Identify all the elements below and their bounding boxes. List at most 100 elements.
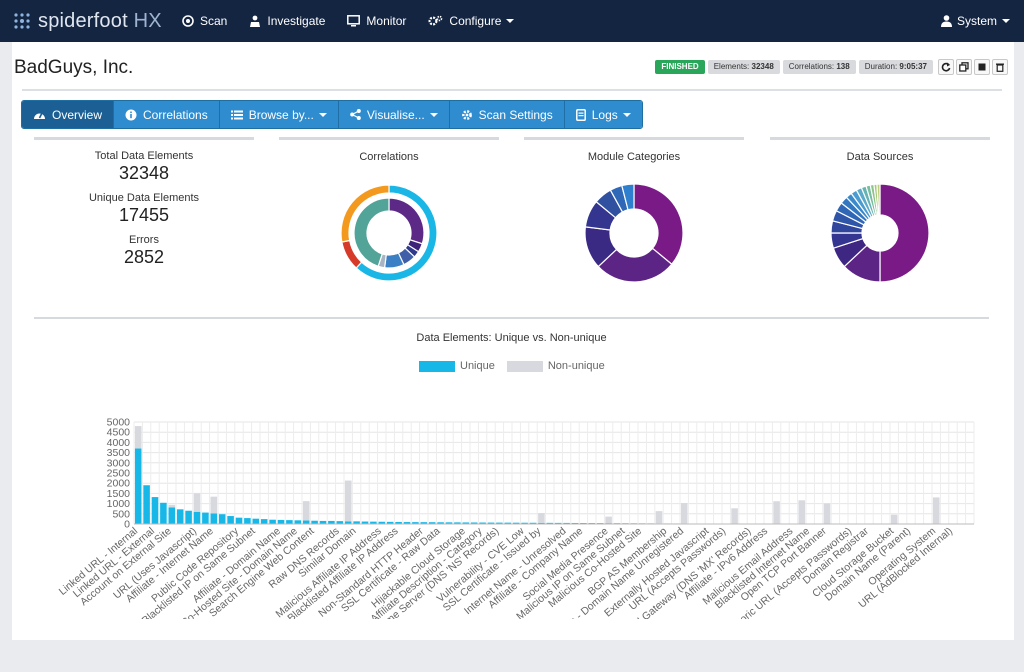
bar-unique[interactable] [504, 522, 512, 524]
delete-scan-button[interactable] [992, 59, 1008, 75]
bar-unique[interactable] [302, 520, 310, 524]
bar-unique[interactable] [202, 512, 209, 524]
nav-monitor[interactable]: Monitor [347, 14, 406, 28]
clone-scan-button[interactable] [956, 59, 972, 75]
user-menu[interactable]: System [940, 0, 1010, 42]
correlations-outer-segment[interactable] [340, 184, 390, 243]
bar-nonunique[interactable] [932, 497, 940, 524]
bar-unique[interactable] [151, 497, 159, 524]
bar-unique[interactable] [378, 521, 386, 524]
legend-nonunique-swatch[interactable] [506, 360, 543, 372]
bar-unique[interactable] [563, 522, 570, 524]
bar-unique[interactable] [160, 502, 167, 524]
bar-nonunique[interactable] [798, 500, 806, 524]
bar-unique[interactable] [218, 514, 226, 524]
stop-scan-button[interactable] [974, 59, 990, 75]
bar-unique[interactable] [370, 521, 377, 524]
bar-unique[interactable] [420, 522, 428, 524]
bar-unique[interactable] [336, 521, 344, 524]
bar-unique[interactable] [227, 516, 234, 524]
legend-unique-swatch[interactable] [419, 360, 455, 372]
bar-unique[interactable] [277, 519, 285, 524]
bar-nonunique[interactable] [344, 480, 352, 522]
tab-scan-settings[interactable]: Scan Settings [449, 101, 565, 128]
bar-unique[interactable] [412, 522, 419, 524]
bar-unique[interactable] [269, 519, 276, 524]
refresh-button[interactable] [938, 59, 954, 75]
bar-unique[interactable] [244, 518, 251, 524]
bar-nonunique[interactable] [680, 503, 688, 524]
bar-unique[interactable] [319, 520, 327, 524]
tab-correlations[interactable]: Correlations [114, 101, 220, 128]
bar-unique[interactable] [235, 517, 243, 524]
tab-visualise[interactable]: Visualise... [338, 101, 450, 128]
bar-unique[interactable] [328, 520, 335, 524]
correlations-donut-chart[interactable] [279, 163, 499, 288]
bar-unique[interactable] [428, 522, 436, 524]
bar-unique[interactable] [210, 513, 218, 524]
module-category-segment[interactable] [621, 183, 635, 211]
bar-unique[interactable] [454, 522, 461, 524]
bar-unique[interactable] [462, 522, 470, 524]
bar-unique[interactable] [487, 522, 495, 524]
bar-unique[interactable] [395, 521, 402, 524]
module-category-segment[interactable] [633, 183, 684, 266]
bar-unique[interactable] [286, 520, 293, 524]
nav-investigate[interactable]: Investigate [249, 14, 325, 28]
bar-unique[interactable] [134, 448, 142, 524]
bar-unique[interactable] [143, 485, 150, 524]
bar-unique[interactable] [479, 522, 486, 524]
y-tick-label: 2000 [107, 478, 131, 490]
nav-configure[interactable]: Configure [428, 14, 515, 28]
bar-unique[interactable] [470, 522, 478, 524]
bar-nonunique[interactable] [773, 501, 780, 524]
bar-unique[interactable] [521, 522, 528, 524]
data-source-segment[interactable] [876, 183, 881, 216]
bar-unique[interactable] [344, 521, 352, 524]
bar-unique[interactable] [538, 522, 545, 524]
bar-unique[interactable] [353, 521, 360, 524]
module-category-segment[interactable] [597, 247, 673, 283]
bar-nonunique[interactable] [134, 426, 142, 449]
bar-unique[interactable] [168, 507, 176, 524]
data-source-segment[interactable] [879, 183, 930, 283]
module-categories-donut-chart[interactable] [524, 163, 744, 288]
bar-unique[interactable] [512, 522, 520, 524]
bar-nonunique[interactable] [655, 511, 663, 524]
bar-unique[interactable] [437, 522, 444, 524]
bar-nonunique[interactable] [168, 504, 176, 508]
bar-nonunique[interactable] [210, 496, 218, 514]
bar-unique[interactable] [529, 522, 537, 524]
correlations-inner-segment[interactable] [353, 197, 390, 268]
scan-icon [182, 15, 194, 27]
tab-browse[interactable]: Browse by... [219, 101, 339, 128]
bar-nonunique[interactable] [823, 503, 831, 524]
bar-nonunique[interactable] [193, 493, 201, 512]
bar-unique[interactable] [571, 522, 579, 524]
bar-unique[interactable] [311, 520, 318, 524]
tab-overview[interactable]: Overview [22, 101, 115, 128]
bar-nonunique[interactable] [605, 516, 612, 524]
bar-nonunique[interactable] [731, 508, 738, 524]
scan-status-row: FINISHED Elements: 32348 Correlations: 1… [655, 59, 1008, 75]
bar-unique[interactable] [185, 510, 192, 524]
bar-nonunique[interactable] [538, 513, 545, 523]
bar-unique[interactable] [193, 511, 201, 524]
data-sources-donut-chart[interactable] [770, 163, 990, 288]
bar-unique[interactable] [403, 522, 411, 524]
bar-unique[interactable] [252, 518, 260, 524]
bar-unique[interactable] [361, 521, 369, 524]
brand-logo-link[interactable]: spiderfoot HX [12, 10, 182, 33]
bar-unique[interactable] [546, 522, 554, 524]
bar-unique[interactable] [176, 509, 184, 524]
bar-nonunique[interactable] [302, 501, 310, 521]
nav-scan[interactable]: Scan [182, 14, 227, 28]
bar-nonunique[interactable] [890, 514, 898, 524]
bar-unique[interactable] [260, 519, 268, 524]
bar-unique[interactable] [294, 520, 302, 524]
bar-unique[interactable] [496, 522, 503, 524]
bar-unique[interactable] [445, 522, 453, 524]
bar-unique[interactable] [554, 522, 562, 524]
tab-logs[interactable]: Logs [564, 101, 642, 128]
bar-unique[interactable] [386, 521, 394, 524]
